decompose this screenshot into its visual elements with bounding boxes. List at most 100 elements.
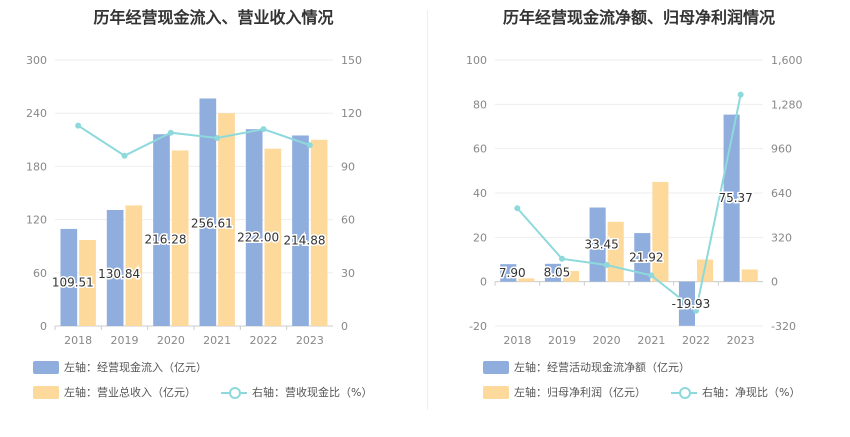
bar-secondary <box>607 221 624 282</box>
bar-data-label: -19.93 <box>672 297 711 311</box>
y-left-tick-label: 0 <box>480 276 487 289</box>
legend-label: 右轴：净现比（%） <box>702 386 801 399</box>
ratio-line-point <box>75 122 82 129</box>
y-left-tick-label: 40 <box>473 187 487 200</box>
x-tick-label: 2019 <box>111 334 139 347</box>
x-tick-label: 2023 <box>727 334 755 347</box>
bar-data-label: 8.05 <box>544 266 571 280</box>
legend-item-revenue[interactable]: 左轴：营业总收入（亿元） <box>33 384 196 400</box>
legend-item-net-cashflow[interactable]: 左轴：经营活动现金流净额（亿元） <box>483 359 690 375</box>
ratio-line <box>77 124 311 157</box>
bar-secondary <box>518 278 535 282</box>
bar-data-label: 7.90 <box>499 266 526 280</box>
bar-primary <box>106 209 124 326</box>
ratio-line-point <box>693 307 699 314</box>
ratio-line-point <box>306 142 313 149</box>
bar-primary <box>544 263 561 282</box>
bar-secondary <box>218 113 235 326</box>
y-left-tick-label: 300 <box>26 54 47 67</box>
x-tick-label: 2021 <box>637 334 665 347</box>
y-left-tick-label: 180 <box>26 160 47 173</box>
legend-swatch-blue <box>483 360 509 374</box>
x-tick-label: 2019 <box>548 334 576 347</box>
bar-data-label: 216.28 <box>144 233 186 247</box>
y-right-tick-label: 0 <box>341 320 348 333</box>
y-right-tick-label: 60 <box>341 214 355 227</box>
legend-item-net-cash-ratio[interactable]: 右轴：净现比（%） <box>671 384 800 400</box>
y-right-tick-label: 120 <box>341 107 362 120</box>
ratio-line-point <box>214 135 221 142</box>
y-left-tick-label: 60 <box>473 143 487 156</box>
chart-canvas: 0 60 120 180 240 300 0 30 60 90 120 150 2018 2019 2020… <box>26 54 362 347</box>
legend-label: 左轴：经营活动现金流净额（亿元） <box>514 361 690 374</box>
ratio-line-point <box>121 152 128 159</box>
legend-label: 左轴：营业总收入（亿元） <box>64 386 196 399</box>
ratio-line <box>516 94 742 313</box>
ratio-line-point <box>167 129 174 136</box>
ratio-line-point <box>603 262 610 269</box>
ratio-line-point <box>737 91 744 98</box>
bar-secondary <box>125 205 143 326</box>
x-tick-label: 2020 <box>593 334 621 347</box>
chart-title: 历年经营现金流入、营业收入情况 <box>93 8 334 27</box>
x-tick-label: 2018 <box>64 334 92 347</box>
bar-secondary <box>652 181 669 282</box>
y-right-tick-label: 320 <box>771 231 792 244</box>
chart-canvas: -20 0 20 40 60 80 100 -320 0 320 640 960 1,280 1,600 2… <box>466 54 803 347</box>
y-right-tick-label: 0 <box>771 276 778 289</box>
legend-item-ratio[interactable]: 右轴：营收现金比（%） <box>221 384 372 400</box>
bar-data-label: 21.92 <box>629 250 663 264</box>
x-tick-label: 2022 <box>250 334 278 347</box>
x-tick-label: 2022 <box>682 334 710 347</box>
bar-data-label: 256.61 <box>191 217 233 231</box>
bar-data-label: 214.88 <box>283 233 325 247</box>
bar-primary <box>634 233 651 282</box>
legend-item-net-profit[interactable]: 左轴：归母净利润（亿元） <box>483 384 646 400</box>
x-tick-label: 2021 <box>203 334 231 347</box>
bar-primary <box>245 129 263 326</box>
bar-secondary <box>563 271 580 282</box>
chart-title: 历年经营现金流净额、归母净利润情况 <box>502 8 775 27</box>
bar-data-label: 33.45 <box>584 238 618 252</box>
y-left-tick-label: 60 <box>33 267 47 280</box>
legend-label: 左轴：经营现金流入（亿元） <box>64 361 207 374</box>
bar-data-label: 222.00 <box>237 230 279 244</box>
ratio-line-point <box>648 272 655 279</box>
y-left-tick-label: 240 <box>26 107 47 120</box>
bar-secondary <box>310 139 328 326</box>
legend-label: 右轴：营收现金比（%） <box>252 386 373 399</box>
bar-data-label: 130.84 <box>98 267 140 281</box>
ratio-line-point <box>514 205 521 212</box>
bar-primary <box>60 228 78 326</box>
bar-secondary <box>741 269 758 282</box>
panel-divider <box>427 10 428 410</box>
y-left-tick-label: 100 <box>466 54 487 67</box>
y-right-tick-label: 30 <box>341 267 355 280</box>
legend-label: 左轴：归母净利润（亿元） <box>514 386 646 399</box>
legend-line-icon <box>671 386 697 399</box>
y-left-tick-label: 20 <box>473 231 487 244</box>
bar-secondary <box>264 148 282 326</box>
legend-line-icon <box>221 386 247 399</box>
y-left-tick-label: -20 <box>469 320 487 333</box>
bar-secondary <box>79 239 96 326</box>
bar-data-label: 75.37 <box>718 191 752 205</box>
legend-item-cash-inflow[interactable]: 左轴：经营现金流入（亿元） <box>33 359 207 375</box>
x-tick-label: 2020 <box>157 334 185 347</box>
bar-data-label: 109.51 <box>52 275 94 289</box>
y-right-tick-label: 150 <box>341 54 362 67</box>
y-right-tick-label: 1,280 <box>771 98 803 111</box>
bar-primary <box>153 134 170 326</box>
bar-secondary <box>171 150 189 326</box>
ratio-line-point <box>260 126 267 133</box>
y-right-tick-label: 640 <box>771 187 792 200</box>
legend-swatch-orange <box>33 385 59 399</box>
bar-primary <box>199 98 217 326</box>
bar-primary <box>292 135 309 326</box>
legend-swatch-orange <box>483 385 509 399</box>
ratio-line-point <box>559 255 565 262</box>
chart-panel-net-cashflow: 历年经营现金流净额、归母净利润情况 -20 0 20 40 60 80 100 -320 0 32… <box>428 0 850 437</box>
y-right-tick-label: -320 <box>771 320 796 333</box>
y-right-tick-label: 960 <box>771 143 792 156</box>
x-tick-label: 2023 <box>296 334 324 347</box>
